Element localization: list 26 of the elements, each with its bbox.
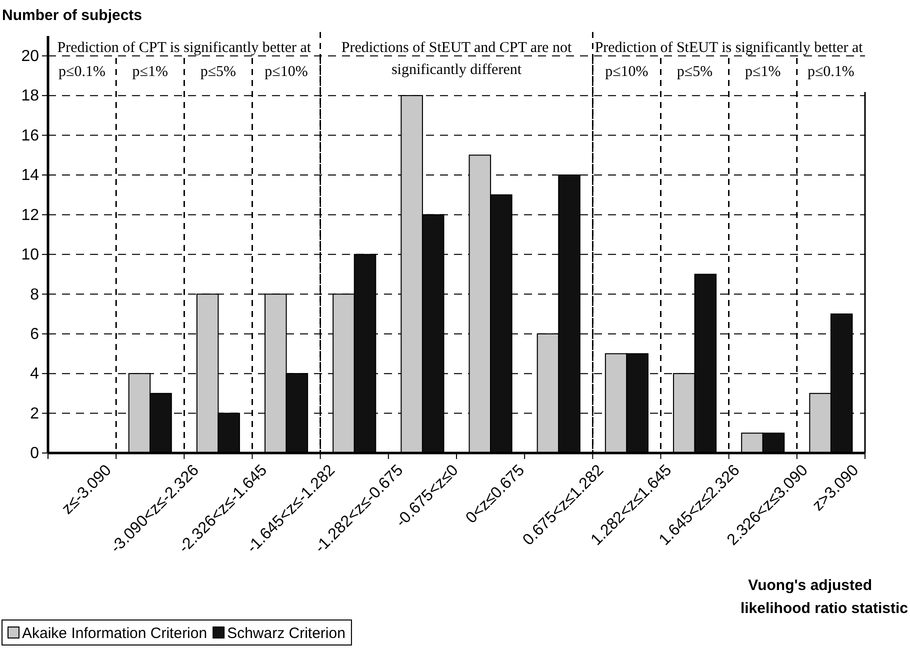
annotation: p≤0.1% xyxy=(807,64,854,80)
y-tick-label: 18 xyxy=(21,88,40,105)
annotation: Prediction of StEUT is significantly better at xyxy=(594,40,864,56)
annotation: p≤1% xyxy=(745,64,781,80)
y-tick-label: 12 xyxy=(21,206,40,224)
y-tick-label: 4 xyxy=(30,366,40,383)
y-tick-label: 20 xyxy=(21,48,40,65)
annotation: p≤0.1% xyxy=(58,64,106,80)
annotation: p≤5% xyxy=(676,64,713,80)
annotation: p≤10% xyxy=(605,64,648,80)
legend-label: Schwarz Criterion xyxy=(227,625,346,642)
y-tick-label: 2 xyxy=(30,405,40,422)
annotation: Prediction of CPT is significantly better at xyxy=(57,40,312,56)
y-tick-label: 16 xyxy=(21,127,40,144)
annotation: p≤1% xyxy=(132,64,168,80)
annotation: p≤10% xyxy=(264,64,308,80)
y-tick-label: 6 xyxy=(30,326,40,343)
x-axis-title: Vuong's adjusted likelihood ratio statistic xyxy=(740,577,908,617)
y-tick-label: 14 xyxy=(21,167,40,184)
y-tick-label: 8 xyxy=(30,286,40,304)
y-axis-title: Number of subjects xyxy=(2,7,142,24)
annotation: p≤5% xyxy=(200,64,236,80)
y-tick-label: 10 xyxy=(21,246,40,264)
legend-label: Akaike Information Criterion xyxy=(22,625,208,642)
y-tick-label: 0 xyxy=(30,445,40,462)
annotation: Predictions of StEUT and CPT are not significantly different xyxy=(341,40,572,78)
